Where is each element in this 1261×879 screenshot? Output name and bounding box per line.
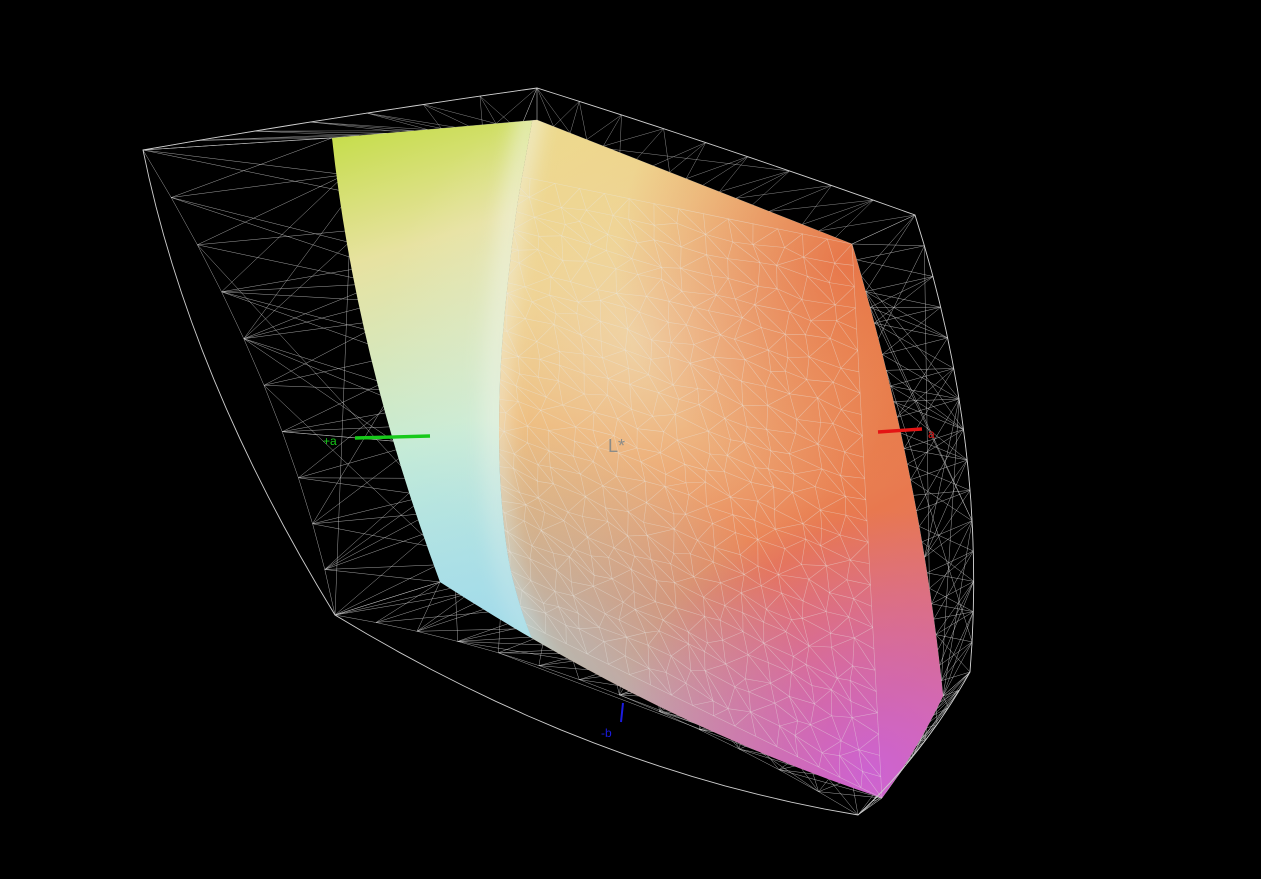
svg-text:+a: +a: [323, 434, 337, 448]
svg-text:-b: -b: [601, 726, 612, 740]
svg-text:a: a: [928, 427, 935, 441]
svg-text:L*: L*: [608, 436, 625, 456]
